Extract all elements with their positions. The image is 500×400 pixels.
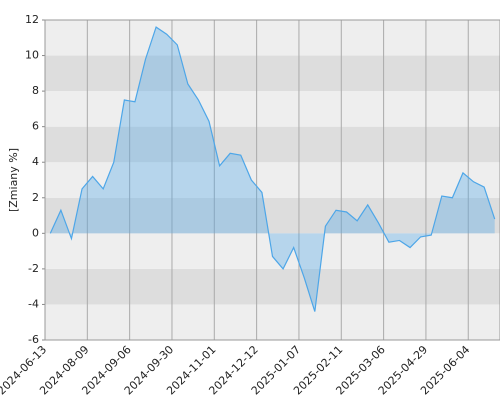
background-band <box>45 162 500 198</box>
y-tick-label: -2 <box>28 262 39 275</box>
y-tick-label: 10 <box>25 49 39 62</box>
y-tick-label: 8 <box>32 84 39 97</box>
y-tick-label: 4 <box>32 155 39 168</box>
background-band <box>45 197 500 234</box>
background-band <box>45 126 500 163</box>
line <box>49 26 496 312</box>
y-axis-label: [Zmiany %] <box>7 148 20 212</box>
y-tick-label: 0 <box>32 226 39 239</box>
background-band <box>45 55 500 92</box>
y-tick-label: 12 <box>25 13 39 26</box>
plot-frame <box>44 19 500 341</box>
y-tick-label: 6 <box>32 120 39 133</box>
y-tick-label: -4 <box>28 297 39 310</box>
background-band <box>45 91 500 127</box>
background-band <box>45 233 500 269</box>
y-tick-label: -6 <box>28 333 39 346</box>
background-band <box>45 268 500 305</box>
background-band <box>45 304 500 340</box>
y-tick-label: 2 <box>32 191 39 204</box>
background-band <box>45 20 500 56</box>
area <box>50 27 495 312</box>
